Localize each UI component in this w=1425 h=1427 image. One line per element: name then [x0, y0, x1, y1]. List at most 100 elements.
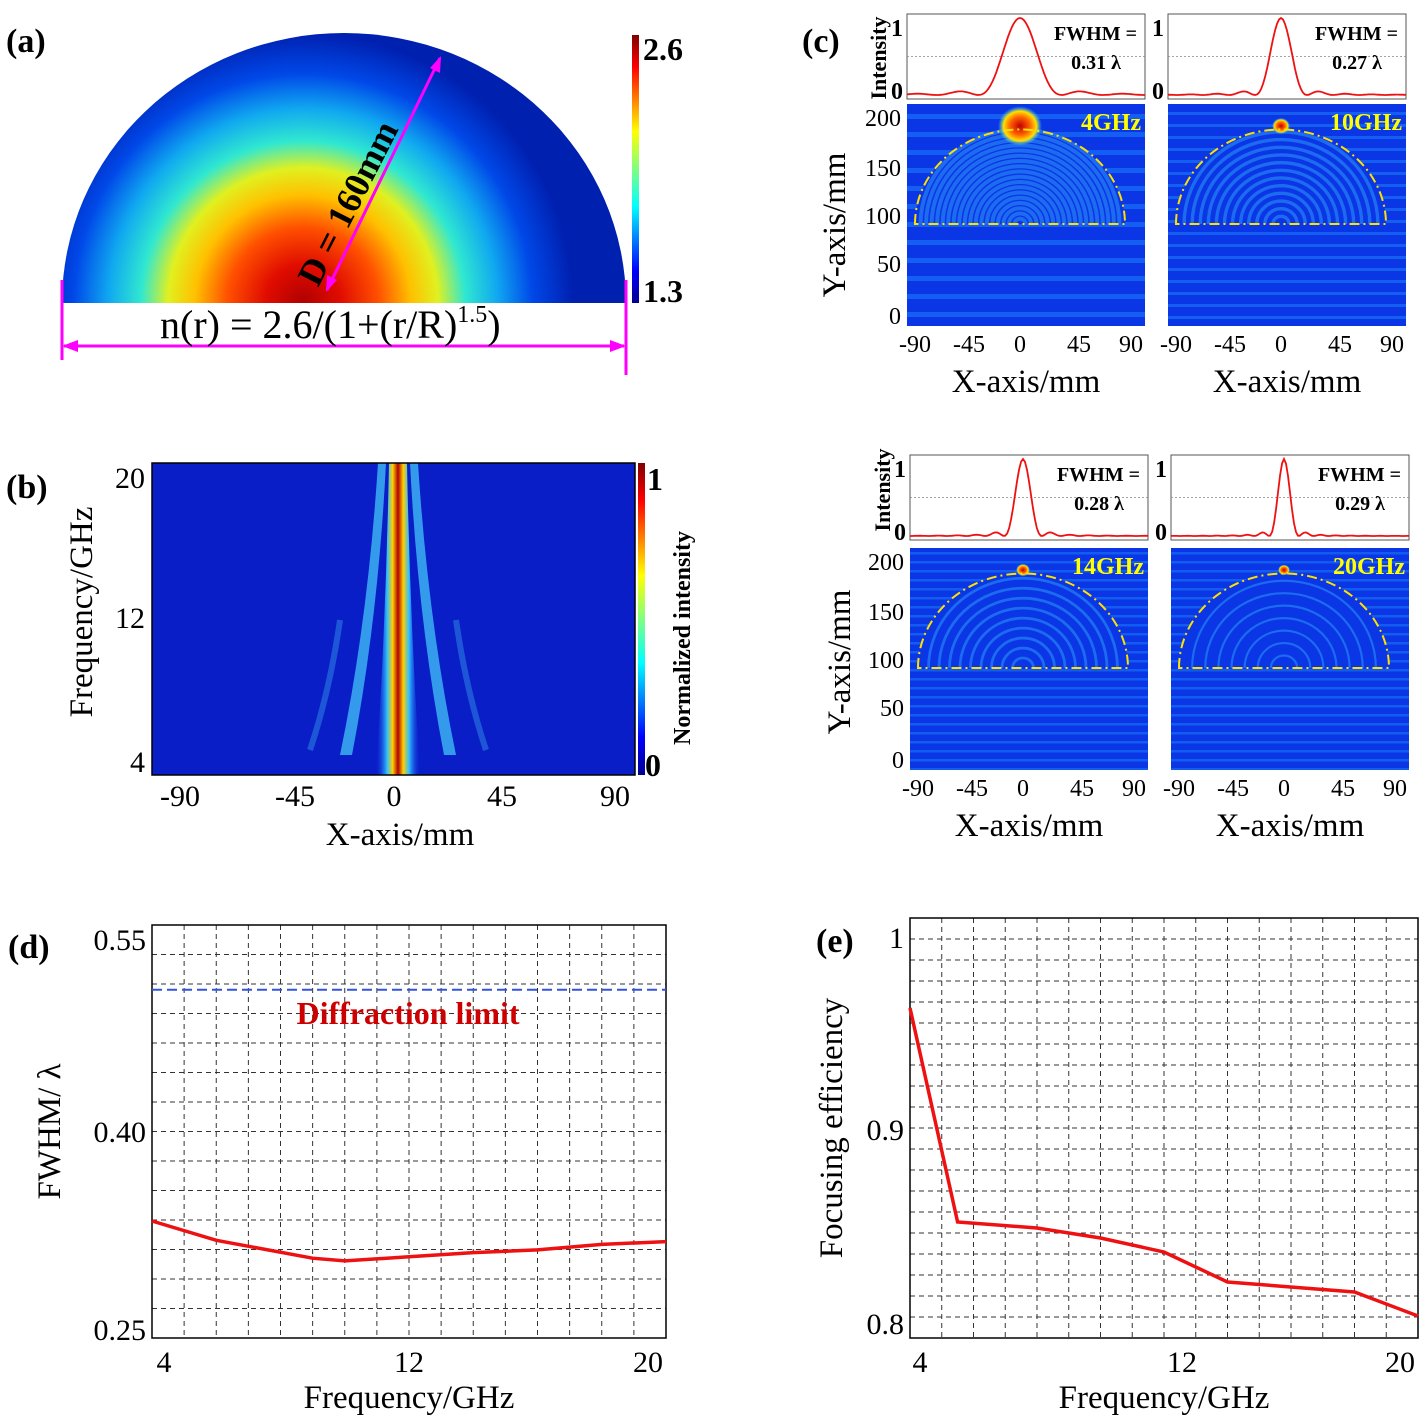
- panel-c-xtick: -90: [899, 332, 931, 358]
- panel-c-ytick: 50: [880, 696, 904, 722]
- ytick-label: 1: [889, 922, 904, 955]
- formula: n(r) = 2.6/(1+(r/R)1.5): [160, 302, 501, 347]
- panel-c-ytick: 200: [865, 106, 901, 132]
- focal-spot: [998, 106, 1042, 146]
- panel-c-label: (c): [802, 23, 840, 60]
- panel-d-label: (d): [8, 929, 50, 966]
- panel-c-ytick: 100: [865, 204, 901, 230]
- intensity-tick: 1: [891, 16, 903, 42]
- series-line: [151, 1219, 667, 1263]
- panel-b-colorbar-label: Normalized intensity: [670, 531, 696, 745]
- panel-b-xtick: 45: [487, 780, 517, 813]
- lens-outline: [1177, 572, 1391, 669]
- intensity-tick: 0: [894, 520, 906, 546]
- panel-c-ylabel-bottom: Y-axis/mm: [822, 589, 858, 734]
- diffraction-limit-label: Diffraction limit: [296, 995, 519, 1031]
- dim-arrow-right: [610, 340, 626, 352]
- ytick-label: 0.9: [867, 1114, 905, 1147]
- xtick-label: 20: [1385, 1346, 1415, 1379]
- dim-arrow-diameter-top: [430, 56, 441, 73]
- ytick-label: 0.8: [867, 1308, 905, 1341]
- panel-b: (b) 1 0 Normalized intensity -90 -45 0 4…: [6, 461, 696, 853]
- intensity-tick: 0: [1155, 520, 1167, 546]
- panel-a-colorbar: [632, 35, 639, 303]
- frequency-label: 20GHz: [1333, 554, 1405, 580]
- y-axis-label: Focusing efficiency: [814, 997, 850, 1258]
- efficiency-chart: 4 20 12 1 0.9 0.8 Frequency/GHz Focusing effici…: [814, 917, 1419, 1416]
- panel-c-subplot: FWHM = 0.27 λ 1 0 10GHz -90 -45 0 45 90 X-axis/mm: [1152, 13, 1407, 400]
- series-line: [908, 1007, 1419, 1318]
- side-lobe-right: [410, 463, 456, 755]
- panel-c-xlabel: X-axis/mm: [1213, 364, 1362, 400]
- ytick-label: 0.55: [94, 924, 147, 957]
- panel-c-xtick: 0: [1275, 332, 1287, 358]
- fwhm-value: 0.31 λ: [1071, 52, 1121, 74]
- panel-c-xtick: 0: [1017, 776, 1029, 802]
- focal-spot: [1278, 564, 1290, 576]
- panel-c-xtick: 45: [1070, 776, 1094, 802]
- panel-b-colorbar-max: 1: [647, 461, 663, 497]
- panel-a: (a) 2.6 1.3 D = 160mm n(r) = 2.6/(1+(r/R…: [6, 23, 683, 375]
- panel-e: (e) 4 20 12 1 0.9 0.8 Frequency/GHz Focusing ef…: [814, 917, 1419, 1416]
- plot-frame: [151, 924, 667, 1339]
- panel-b-ylabel: Frequency/GHz: [64, 507, 100, 718]
- panel-b-xtick: -90: [160, 780, 200, 813]
- panel-c-ytick: 50: [877, 252, 901, 278]
- x-axis-label: Frequency/GHz: [304, 1380, 515, 1416]
- y-axis-label: FWHM/ λ: [32, 1063, 68, 1199]
- lens-outline: [913, 128, 1127, 225]
- panel-c-ytick: 150: [865, 156, 901, 182]
- panel-c-xtick: 90: [1383, 776, 1407, 802]
- lens-outline: [1174, 128, 1388, 225]
- frequency-label: 14GHz: [1072, 554, 1144, 580]
- panel-c-xtick: 45: [1328, 332, 1352, 358]
- intensity-tick: 0: [1152, 79, 1164, 105]
- panel-c-xtick: 0: [1014, 332, 1026, 358]
- panel-a-colorbar-min: 1.3: [643, 273, 683, 309]
- frequency-label: 10GHz: [1330, 110, 1402, 136]
- side-lobe-left: [340, 463, 386, 755]
- dim-arrow-left: [62, 340, 78, 352]
- xtick-label: 12: [1167, 1346, 1197, 1379]
- intensity-tick: 1: [1155, 457, 1167, 483]
- intensity-profile-curve: [910, 457, 1148, 537]
- xtick-label: 4: [913, 1346, 928, 1379]
- intensity-profile-frame: [906, 13, 1146, 100]
- panel-b-xtick: -45: [275, 780, 315, 813]
- panel-c-xtick: -45: [956, 776, 988, 802]
- panel-c-xtick: 0: [1278, 776, 1290, 802]
- panel-c-ytick: 0: [892, 748, 904, 774]
- panel-c-ylabel-top: Y-axis/mm: [817, 152, 853, 297]
- panel-c-ytick: 0: [889, 304, 901, 330]
- panel-b-ytick: 12: [115, 602, 145, 635]
- panel-d: (d) 4 12 20 0.55 0.40 0.25 Frequency/GHz FWHM/ …: [8, 924, 667, 1416]
- lens-index-map: [62, 33, 626, 303]
- panel-c-intensity-label-top: Intensity: [866, 16, 891, 99]
- intensity-profile-curve: [906, 17, 1145, 96]
- panel-c-xtick: 90: [1119, 332, 1143, 358]
- intensity-tick: 0: [891, 79, 903, 105]
- intensity-tick: 1: [894, 457, 906, 483]
- panel-c-xlabel: X-axis/mm: [955, 808, 1104, 844]
- panel-e-label: (e): [816, 923, 854, 960]
- panel-c-xtick: -90: [1163, 776, 1195, 802]
- panel-c-xlabel: X-axis/mm: [952, 364, 1101, 400]
- panel-c-xtick: 90: [1122, 776, 1146, 802]
- panel-b-xtick: 0: [387, 780, 402, 813]
- panel-b-ytick: 20: [115, 462, 145, 495]
- fwhm-label: FWHM =: [1054, 23, 1137, 45]
- fwhm-chart: 4 12 20 0.55 0.40 0.25 Frequency/GHz FWHM/ λ Dif…: [32, 924, 667, 1416]
- fwhm-label: FWHM =: [1318, 464, 1401, 486]
- panel-c-subplot: FWHM = 0.29 λ 1 0 20GHz -90 -45 0 45 90 X-axis/mm: [1155, 454, 1410, 844]
- panel-c-xtick: -45: [1214, 332, 1246, 358]
- panel-c-ytick: 150: [868, 600, 904, 626]
- panel-c-subplot: FWHM = 0.31 λ 1 0 4GHz -90 -45 0 45 90 X-axis/mm 20…: [865, 13, 1146, 400]
- panel-c-xtick: -90: [902, 776, 934, 802]
- intensity-profile-frame: [909, 454, 1149, 541]
- panel-c-xtick: -45: [1217, 776, 1249, 802]
- xtick-label: 20: [633, 1346, 663, 1379]
- fwhm-value: 0.29 λ: [1335, 493, 1385, 515]
- xtick-label: 4: [157, 1346, 172, 1379]
- intensity-profile-curve: [1171, 456, 1409, 537]
